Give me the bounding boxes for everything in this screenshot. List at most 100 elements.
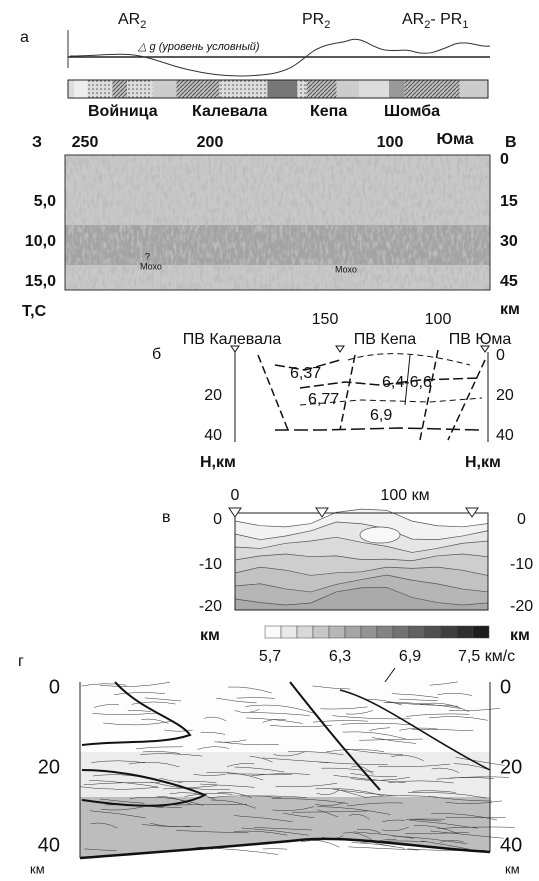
region: Шомба — [384, 103, 440, 120]
bar-segment — [297, 80, 307, 98]
reflector — [357, 828, 381, 834]
reflector — [100, 798, 145, 804]
reflector — [350, 773, 397, 777]
reflector — [226, 773, 292, 776]
reflector — [227, 686, 272, 694]
reflector — [262, 757, 330, 763]
bar-segment — [336, 80, 360, 98]
gravity-curve — [69, 38, 491, 77]
bar-segment — [176, 80, 204, 98]
reflector — [429, 681, 458, 686]
colorbar-cell — [440, 625, 458, 639]
reflector — [455, 757, 505, 766]
reflector — [246, 717, 303, 724]
reflector — [135, 746, 183, 749]
reflector — [421, 840, 469, 850]
reflector — [440, 840, 464, 843]
reflector — [412, 790, 456, 793]
reflector — [342, 731, 406, 740]
bar-segment — [306, 80, 337, 98]
reflector — [215, 697, 257, 704]
reflector — [164, 729, 193, 732]
left-tick: -10 — [199, 556, 222, 573]
reflector — [413, 825, 459, 835]
reflector — [321, 767, 375, 773]
velocity: 6,4-6,6 — [382, 374, 432, 391]
age-text: AR — [402, 11, 424, 28]
reflector — [236, 697, 275, 699]
colorbar-cell — [408, 625, 426, 639]
reflector — [272, 806, 315, 811]
reflector — [409, 820, 479, 829]
seismic-frame — [64, 154, 491, 291]
bar-segment — [243, 80, 268, 98]
reflector — [141, 718, 169, 724]
colorbar-cell — [472, 625, 490, 639]
left-tick: 5,0 — [34, 193, 56, 210]
bar-segment — [68, 80, 75, 98]
reflector — [448, 707, 500, 711]
reflector — [359, 738, 423, 741]
reflector — [271, 798, 349, 804]
model-line — [299, 397, 483, 406]
reflector — [383, 701, 459, 707]
model-line — [299, 377, 481, 389]
model-line — [275, 427, 481, 431]
reflector — [200, 783, 255, 788]
bar-segment — [219, 80, 244, 98]
reflector — [431, 767, 460, 773]
right-tick: 40 — [496, 427, 514, 444]
age-sub: 2 — [324, 19, 330, 31]
colorbar-cell — [376, 625, 394, 639]
reflector — [241, 827, 309, 836]
colorbar-cell — [360, 625, 378, 639]
reflector — [249, 712, 310, 716]
reflector — [391, 755, 424, 761]
station: ПВ Юма — [449, 331, 512, 348]
colorbar-cell — [424, 625, 442, 639]
right-tick: 40 — [500, 834, 522, 856]
reflector — [399, 727, 438, 731]
contour — [359, 526, 401, 544]
moho-label: Мохо — [335, 264, 357, 274]
colorbar-cell — [264, 625, 282, 639]
bar-segment — [404, 80, 433, 98]
reflector — [317, 806, 391, 815]
right-tick: 0 — [500, 151, 509, 168]
reflector — [113, 692, 165, 695]
station-marker — [228, 507, 242, 518]
age-text: PR — [302, 11, 324, 28]
reflector — [343, 832, 374, 842]
reflector — [381, 826, 409, 832]
left-tick: 0 — [213, 511, 222, 528]
panel-label: б — [152, 346, 161, 363]
age-label: AR2- PR1 — [402, 11, 468, 31]
reflector — [353, 831, 414, 839]
reflector — [312, 685, 351, 690]
fault — [384, 667, 396, 683]
left-tick: 20 — [204, 387, 222, 404]
bar-segment — [432, 80, 443, 98]
panel-label: в — [162, 509, 171, 526]
top-tick: 100 — [377, 134, 404, 151]
reflector — [430, 830, 504, 839]
reflector — [431, 812, 498, 821]
reflector — [80, 786, 115, 790]
bar-segment — [152, 80, 177, 98]
age-sub: 2 — [424, 19, 430, 31]
left-unit: км — [30, 861, 45, 876]
reflector — [93, 704, 119, 708]
model-line — [419, 349, 439, 441]
reflector — [360, 840, 428, 843]
reflector — [169, 792, 216, 800]
right-tick: 0 — [517, 511, 526, 528]
top-tick: 150 — [312, 311, 339, 328]
bar-segment — [203, 80, 220, 98]
left-tick: 20 — [38, 756, 60, 778]
model-line — [230, 345, 490, 353]
right-tick: -10 — [510, 556, 533, 573]
reflector — [245, 704, 316, 715]
reflector — [101, 806, 143, 811]
bar-segment — [112, 80, 128, 98]
